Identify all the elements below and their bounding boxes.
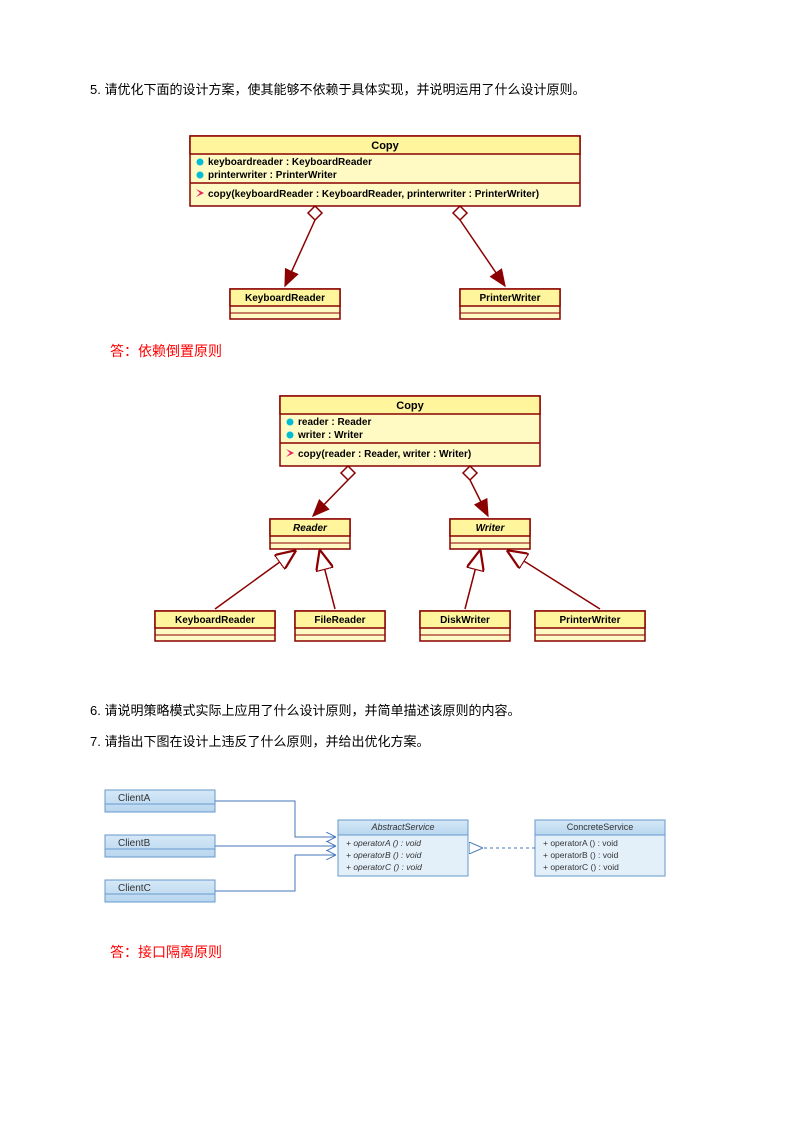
svg-text:ClientC: ClientC (118, 883, 151, 894)
svg-text:AbstractService: AbstractService (370, 822, 434, 832)
svg-text:copy(reader : Reader, writer :: copy(reader : Reader, writer : Writer) (298, 449, 471, 460)
concrete-service: ConcreteService + operatorA () : void + … (535, 820, 665, 876)
copy-attr-1: printerwriter : PrinterWriter (208, 170, 337, 181)
svg-text:DiskWriter: DiskWriter (440, 615, 490, 626)
class-writer: Writer (450, 519, 530, 549)
copy-method-0: copy(keyboardReader : KeyboardReader, pr… (208, 189, 539, 200)
svg-text:FileReader: FileReader (314, 615, 365, 626)
diagram-3: ClientA ClientB ClientC AbstractService (90, 782, 710, 932)
class-printerwriter2: PrinterWriter (535, 611, 645, 641)
class-copy2: Copy reader : Reader writer : Writer cop… (280, 396, 540, 466)
leaf2: PrinterWriter (480, 293, 541, 304)
svg-text:ConcreteService: ConcreteService (567, 822, 634, 832)
leaf1: KeyboardReader (245, 293, 325, 304)
question-6: 6. 请说明策略模式实际上应用了什么设计原则，并简单描述该原则的内容。 (90, 701, 710, 722)
svg-text:+ operatorA () : void: + operatorA () : void (543, 838, 618, 848)
svg-text:reader : Reader: reader : Reader (298, 417, 371, 428)
class-keyboardreader2: KeyboardReader (155, 611, 275, 641)
diagram-1: Copy keyboardreader : KeyboardReader pri… (90, 131, 710, 331)
svg-text:PrinterWriter: PrinterWriter (560, 615, 621, 626)
svg-text:ClientB: ClientB (118, 838, 151, 849)
copy-attr-0: keyboardreader : KeyboardReader (208, 157, 372, 168)
question-7: 7. 请指出下图在设计上违反了什么原则，并给出优化方案。 (90, 732, 710, 753)
class-printerwriter: PrinterWriter (460, 289, 560, 319)
svg-text:ClientA: ClientA (118, 793, 151, 804)
svg-text:+ operatorA () : void: + operatorA () : void (346, 838, 421, 848)
class-filereader: FileReader (295, 611, 385, 641)
svg-text:Copy: Copy (396, 400, 424, 412)
class-copy: Copy keyboardreader : KeyboardReader pri… (190, 136, 580, 206)
svg-text:KeyboardReader: KeyboardReader (175, 615, 255, 626)
svg-text:+ operatorB () : void: + operatorB () : void (543, 850, 619, 860)
answer-7: 答：接口隔离原则 (110, 942, 710, 962)
svg-text:+ operatorC () : void: + operatorC () : void (543, 862, 619, 872)
question-5: 5. 请优化下面的设计方案，使其能够不依赖于具体实现，并说明运用了什么设计原则。 (90, 80, 710, 101)
svg-text:Writer: Writer (476, 523, 506, 534)
answer-5: 答：依赖倒置原则 (110, 341, 710, 361)
class-diskwriter: DiskWriter (420, 611, 510, 641)
class-keyboardreader: KeyboardReader (230, 289, 340, 319)
client-a: ClientA (105, 790, 215, 812)
class-reader: Reader (270, 519, 350, 549)
abstract-service: AbstractService + operatorA () : void + … (338, 820, 468, 876)
svg-text:Reader: Reader (293, 523, 328, 534)
copy-title: Copy (371, 140, 399, 152)
diagram-2: Copy reader : Reader writer : Writer cop… (90, 391, 710, 661)
client-c: ClientC (105, 880, 215, 902)
svg-text:+ operatorB () : void: + operatorB () : void (346, 850, 422, 860)
client-b: ClientB (105, 835, 215, 857)
svg-text:+ operatorC () : void: + operatorC () : void (346, 862, 422, 872)
svg-text:writer : Writer: writer : Writer (297, 430, 363, 441)
